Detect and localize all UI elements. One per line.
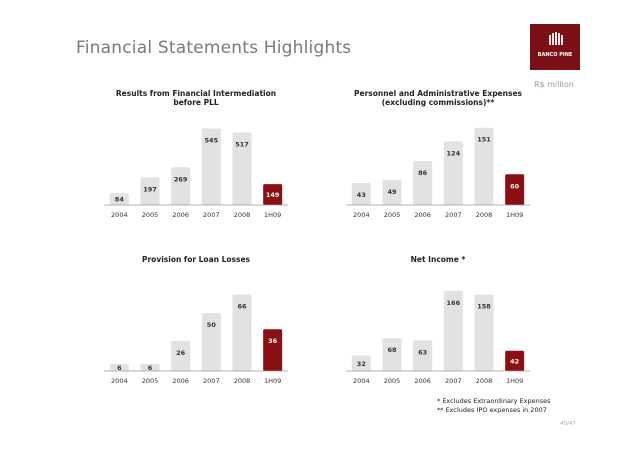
bar-value-label: 517: [235, 140, 249, 148]
chart-svg: Personnel and Administrative Expenses(ex…: [346, 89, 530, 219]
bar-2008: [232, 132, 252, 205]
bar-2007: [443, 141, 463, 205]
footnote-2: ** Excludes IPO expenses in 2007: [437, 406, 547, 414]
bar-2007: [443, 290, 463, 371]
x-tick-label: 2007: [203, 377, 220, 385]
x-tick-label: 2008: [476, 211, 493, 219]
x-tick-label: 1H09: [264, 377, 281, 385]
chart-net-income: Net Income * 32 2004 68 2005 63 2006 166 2007 158…: [338, 250, 538, 390]
chart-svg: Net Income * 32 2004 68 2005 63 2006 166 2007 158…: [346, 255, 530, 385]
bar-2005: [140, 364, 160, 371]
bar-2006: [171, 340, 191, 371]
bar-value-label: 36: [268, 337, 278, 345]
bar-value-label: 42: [510, 357, 519, 365]
bar-2006: [413, 340, 433, 371]
x-tick-label: 1H09: [264, 211, 281, 219]
bar-value-label: 66: [237, 302, 247, 310]
page-title: Financial Statements Highlights: [76, 38, 352, 58]
bar-value-label: 149: [266, 191, 280, 199]
bar-value-label: 68: [387, 346, 397, 354]
x-tick-label: 2008: [234, 377, 251, 385]
chart-results-financial-intermediation: Results from Financial Intermediation bef…: [96, 84, 296, 224]
bar-2008: [232, 294, 252, 371]
footnote-1: * Excludes Extraordinary Expenses: [437, 397, 551, 405]
bar-value-label: 197: [143, 185, 157, 193]
chart-title: Provision for Loan Losses: [142, 255, 251, 264]
bar-2006: [413, 160, 433, 205]
x-tick-label: 2006: [172, 211, 189, 219]
bar-value-label: 269: [174, 175, 188, 183]
bar-1H09: [505, 350, 525, 371]
bar-1H09: [263, 329, 283, 371]
bar-2005: [382, 179, 402, 205]
x-tick-label: 2006: [172, 377, 189, 385]
bar-2008: [474, 294, 494, 371]
bank-logo-mark: BANCO PINE: [538, 32, 573, 58]
x-tick-label: 1H09: [506, 377, 523, 385]
x-tick-label: 2004: [111, 211, 128, 219]
bar-value-label: 545: [205, 137, 219, 145]
chart-title: Personnel and Administrative Expenses: [354, 89, 523, 98]
x-tick-label: 2007: [445, 211, 462, 219]
x-tick-label: 2004: [353, 211, 370, 219]
chart-svg: Provision for Loan Losses 6 2004 6 2005 26 200…: [104, 255, 288, 385]
bar-2007: [201, 128, 221, 205]
x-tick-label: 2004: [111, 377, 128, 385]
x-tick-label: 2004: [353, 377, 370, 385]
x-tick-label: 2005: [384, 377, 401, 385]
bar-value-label: 84: [115, 196, 125, 204]
chart-personnel-admin-expenses: Personnel and Administrative Expenses (ex…: [338, 84, 538, 224]
bar-value-label: 6: [117, 364, 122, 372]
bar-value-label: 60: [510, 182, 520, 190]
unit-note: R$ million: [534, 80, 574, 89]
bar-value-label: 166: [447, 299, 461, 307]
bar-value-label: 124: [447, 150, 461, 158]
bar-value-label: 49: [387, 188, 397, 196]
x-tick-label: 2007: [445, 377, 462, 385]
bar-1H09: [505, 174, 525, 205]
chart-title: Net Income *: [411, 255, 466, 264]
chart-svg: Results from Financial Intermediationbef…: [104, 89, 288, 219]
x-tick-label: 2008: [234, 211, 251, 219]
x-tick-label: 2005: [142, 211, 159, 219]
bar-2007: [201, 313, 221, 371]
x-tick-label: 1H09: [506, 211, 523, 219]
bar-1H09: [263, 184, 283, 205]
bar-2004: [351, 355, 371, 371]
x-tick-label: 2006: [414, 211, 431, 219]
bar-value-label: 50: [207, 321, 217, 329]
bank-logo: BANCO PINE: [530, 24, 580, 70]
x-tick-label: 2005: [384, 211, 401, 219]
footnotes: * Excludes Extraordinary Expenses ** Exc…: [437, 397, 551, 415]
chart-title: (excluding commissions)**: [382, 98, 495, 107]
chart-title: before PLL: [173, 98, 219, 107]
bar-2004: [109, 193, 129, 205]
bar-value-label: 32: [357, 360, 366, 368]
bar-value-label: 63: [418, 349, 427, 357]
bar-2008: [474, 127, 494, 205]
bar-2004: [351, 182, 371, 205]
svg-text:BANCO PINE: BANCO PINE: [538, 52, 573, 58]
bar-value-label: 43: [357, 191, 366, 199]
x-tick-label: 2007: [203, 211, 220, 219]
bar-2006: [171, 167, 191, 205]
chart-provision-loan-losses: Provision for Loan Losses 6 2004 6 2005 26 200…: [96, 250, 296, 390]
bar-value-label: 86: [418, 169, 428, 177]
bar-value-label: 26: [176, 349, 186, 357]
bar-2005: [382, 338, 402, 371]
bar-2005: [140, 177, 160, 205]
x-tick-label: 2008: [476, 377, 493, 385]
x-tick-label: 2005: [142, 377, 159, 385]
page-number: 40/47: [560, 421, 576, 427]
x-tick-label: 2006: [414, 377, 431, 385]
bar-value-label: 6: [148, 364, 153, 372]
bar-value-label: 158: [477, 303, 491, 311]
bar-2004: [109, 364, 129, 371]
bar-value-label: 151: [477, 136, 491, 144]
chart-title: Results from Financial Intermediation: [116, 89, 276, 98]
